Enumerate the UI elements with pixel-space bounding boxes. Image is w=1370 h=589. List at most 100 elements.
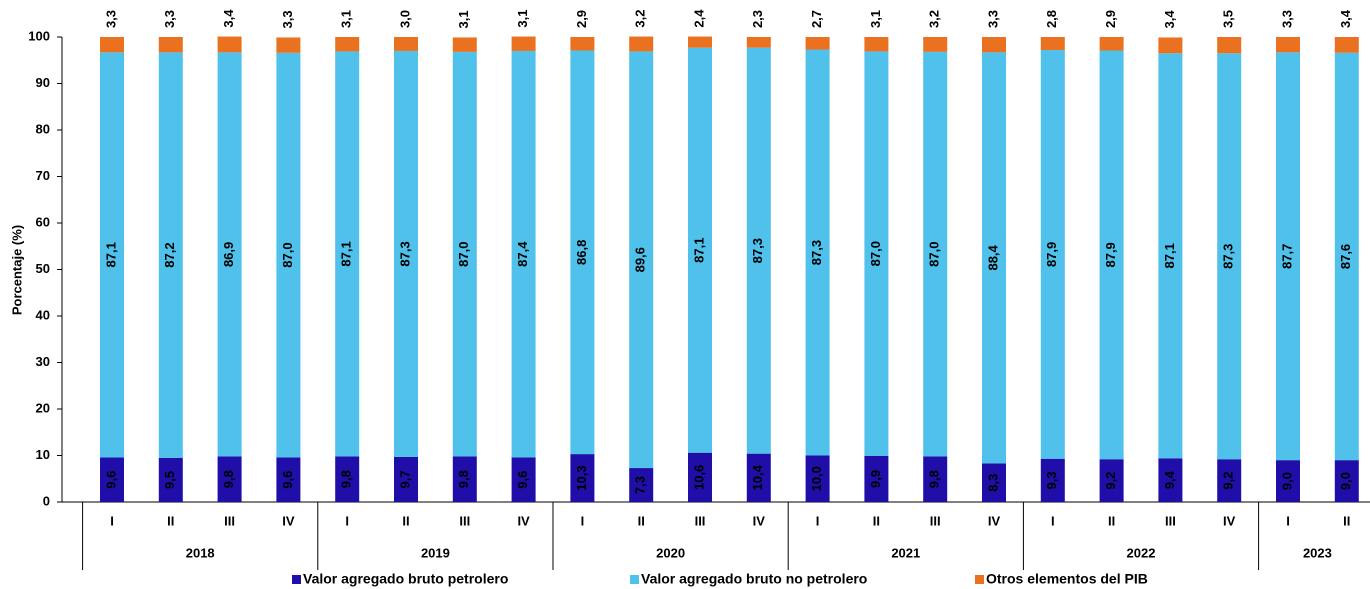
bar-segment — [1040, 50, 1065, 459]
bar-segment — [570, 454, 595, 502]
data-label: 9,8 — [221, 470, 236, 488]
data-label: 9,6 — [515, 471, 530, 489]
bar-segment — [335, 51, 360, 457]
bar-segment — [746, 37, 771, 48]
bar-segment — [688, 47, 712, 453]
bar-segment — [1276, 52, 1300, 461]
data-label: 8,3 — [985, 474, 1000, 492]
bar-segment — [805, 37, 830, 50]
data-label: 3,3 — [280, 10, 295, 28]
data-label: 87,3 — [397, 241, 412, 266]
legend-swatch — [630, 575, 639, 584]
bar-segment — [688, 36, 712, 48]
bar-segment — [1334, 37, 1359, 53]
x-tick-label: II — [402, 513, 409, 528]
data-label: 87,0 — [280, 242, 295, 267]
y-tick-label: 30 — [36, 354, 50, 369]
bar-segment — [1217, 37, 1242, 54]
data-label: 2,4 — [691, 9, 706, 28]
x-tick-label: I — [816, 513, 820, 528]
data-label: 9,8 — [339, 470, 354, 488]
data-label: 3,4 — [1338, 9, 1353, 28]
x-group-label: 2021 — [891, 545, 920, 560]
data-label: 3,2 — [927, 10, 942, 28]
data-label: 9,7 — [397, 470, 412, 488]
legend-label: Otros elementos del PIB — [986, 571, 1148, 587]
x-tick-label: IV — [753, 513, 766, 528]
data-label: 9,0 — [1338, 472, 1353, 490]
x-tick-label: II — [1343, 513, 1350, 528]
bar-segment — [629, 468, 654, 502]
bar-segment — [1099, 37, 1124, 51]
bar-segment — [1217, 459, 1242, 502]
bar-segment — [335, 37, 360, 52]
data-label: 10,6 — [691, 465, 706, 490]
data-label: 87,0 — [927, 241, 942, 266]
bar-segment — [805, 49, 830, 456]
data-label: 87,7 — [1279, 244, 1294, 269]
data-label: 3,1 — [339, 10, 354, 28]
bar-segment — [276, 457, 301, 502]
bar-segment — [276, 37, 301, 53]
y-tick-label: 50 — [36, 261, 50, 276]
data-label: 3,3 — [162, 10, 177, 28]
data-label: 87,1 — [339, 241, 354, 266]
y-axis-title: Porcentaje (%) — [9, 225, 24, 315]
data-label: 9,8 — [927, 470, 942, 488]
bar-segment — [923, 51, 948, 457]
data-label: 87,3 — [750, 238, 765, 263]
bar-segment — [217, 456, 242, 502]
bar-segment — [158, 37, 183, 53]
data-label: 2,3 — [750, 10, 765, 28]
bar-segment — [335, 456, 360, 502]
data-label: 9,3 — [1044, 471, 1059, 489]
bar-segment — [864, 51, 889, 456]
bar-segment — [688, 452, 712, 502]
bar-segment — [746, 453, 771, 502]
bar-segment — [1217, 53, 1242, 460]
data-label: 87,0 — [868, 241, 883, 266]
x-tick-label: II — [873, 513, 880, 528]
bar-segment — [629, 36, 654, 52]
bar-segment — [746, 47, 771, 454]
data-label: 3,1 — [456, 10, 471, 28]
data-label: 87,9 — [1044, 242, 1059, 267]
bar-segment — [1099, 459, 1124, 502]
x-tick-label: I — [581, 513, 585, 528]
bar-segment — [1158, 37, 1183, 54]
bar-segment — [1158, 458, 1183, 502]
data-label: 3,5 — [1221, 10, 1236, 28]
bar-segment — [394, 50, 418, 457]
bar-segment — [1334, 52, 1359, 461]
data-label: 2,9 — [1103, 10, 1118, 28]
x-tick-label: II — [1108, 513, 1115, 528]
data-label: 10,4 — [750, 464, 765, 490]
data-label: 86,8 — [574, 240, 589, 265]
bar-segment — [1158, 53, 1183, 459]
data-label: 10,0 — [809, 466, 824, 491]
data-label: 2,7 — [809, 10, 824, 28]
x-tick-label: III — [1165, 513, 1176, 528]
data-label: 9,0 — [1279, 472, 1294, 490]
data-label: 87,9 — [1103, 242, 1118, 267]
bar-segment — [394, 37, 418, 51]
data-label: 87,6 — [1338, 244, 1353, 269]
bar-segment — [1040, 37, 1065, 51]
data-label: 87,3 — [809, 240, 824, 265]
bar-segment — [629, 51, 654, 469]
data-label: 87,4 — [515, 241, 530, 267]
bar-segment — [100, 52, 124, 458]
data-label: 3,4 — [1162, 10, 1177, 29]
data-label: 3,1 — [868, 10, 883, 28]
data-label: 9,2 — [1103, 472, 1118, 490]
bar-segment — [923, 456, 948, 502]
x-tick-label: II — [167, 513, 174, 528]
y-tick-label: 90 — [36, 75, 50, 90]
y-tick-label: 10 — [36, 447, 50, 462]
y-tick-label: 100 — [28, 28, 50, 43]
x-tick-label: I — [110, 513, 114, 528]
data-label: 9,8 — [456, 470, 471, 488]
y-tick-label: 40 — [36, 307, 50, 322]
x-tick-label: IV — [517, 513, 530, 528]
bar-segment — [158, 457, 183, 502]
